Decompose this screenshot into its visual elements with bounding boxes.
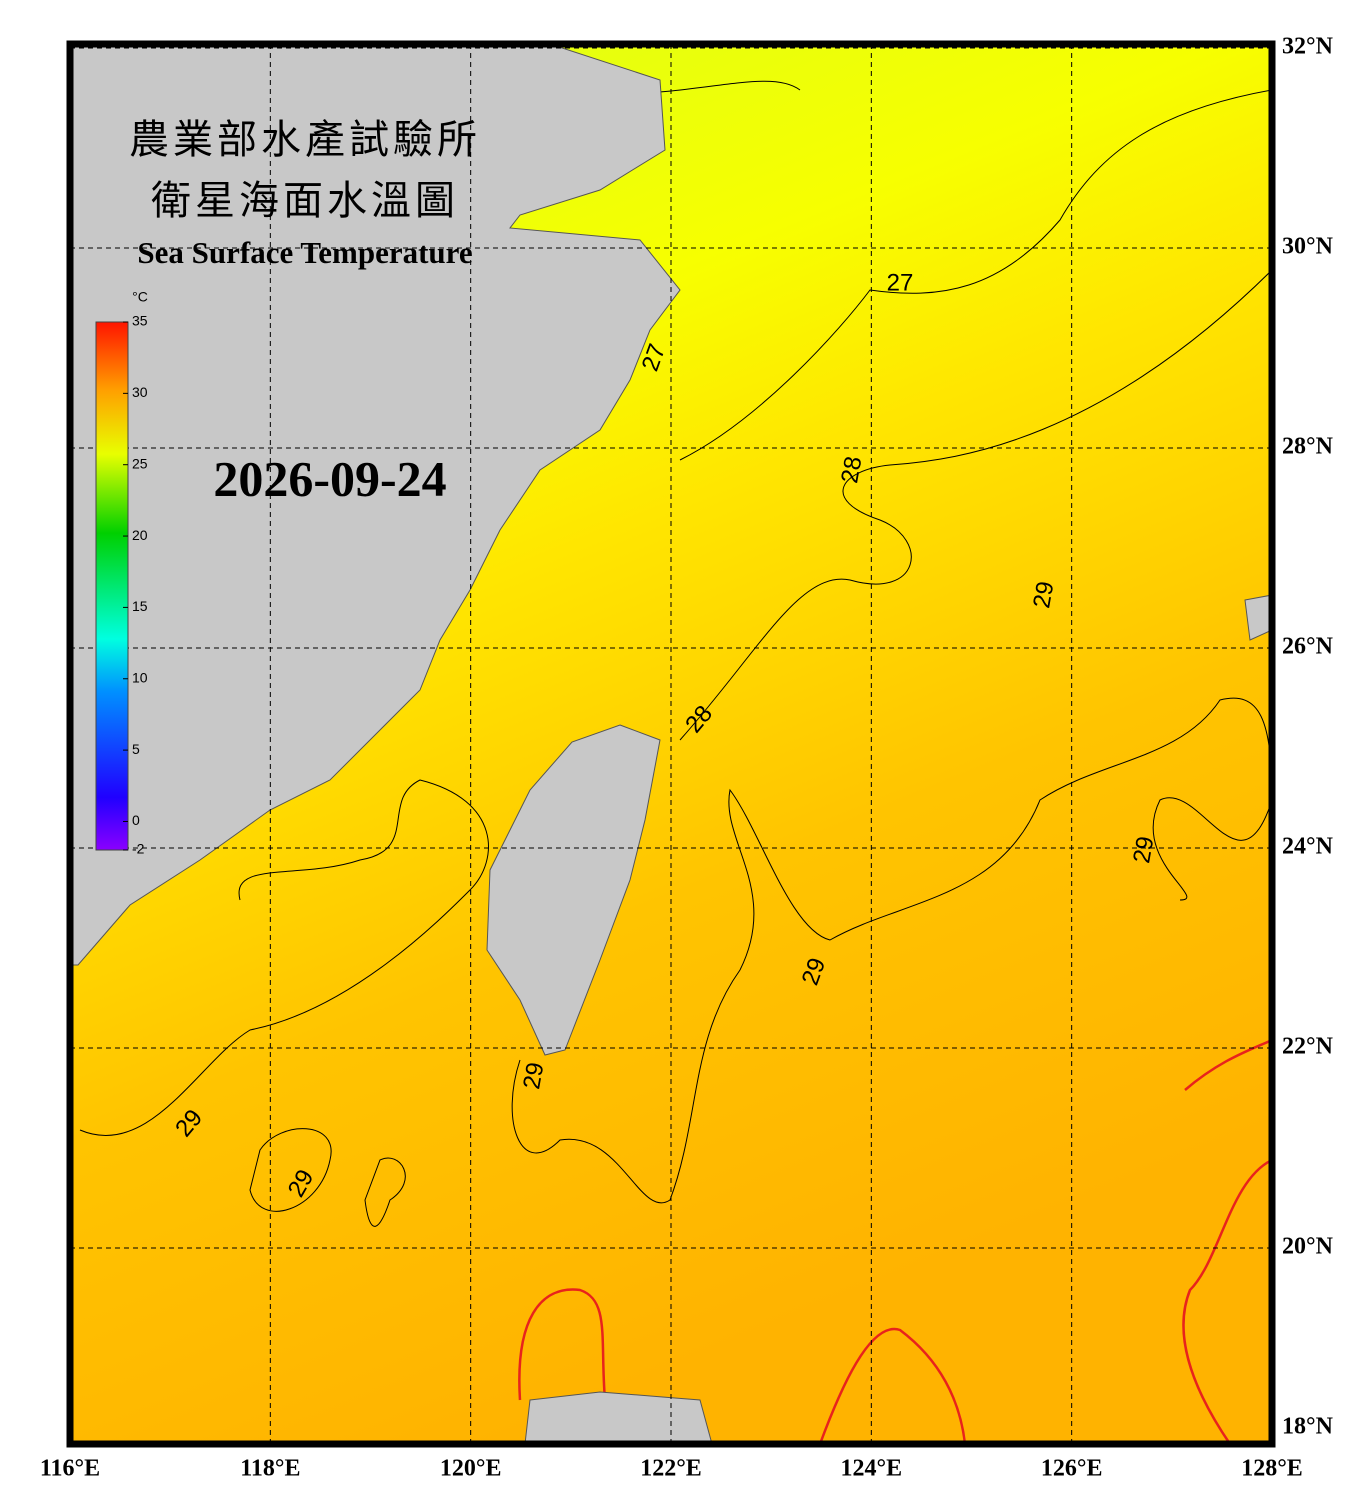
y-tick-label: 30°N bbox=[1282, 234, 1334, 260]
axes: 116°E 118°E 120°E 122°E 124°E 126°E 128°E 18°N 2… bbox=[40, 34, 1334, 1482]
y-tick-label: 28°N bbox=[1282, 434, 1334, 460]
colorbar-unit: °C bbox=[132, 289, 148, 305]
contour-label: 29 bbox=[1028, 579, 1059, 610]
contour-label: 29 bbox=[1128, 834, 1159, 865]
y-tick-label: 32°N bbox=[1282, 34, 1334, 60]
isotherm-30 bbox=[818, 1327, 967, 1444]
colorbar-tick-label: 20 bbox=[132, 527, 148, 543]
okinawa bbox=[1244, 594, 1272, 641]
date: 2026-09-24 bbox=[213, 450, 446, 506]
y-tick-label: 18°N bbox=[1282, 1414, 1334, 1440]
title: 衛星海面水溫圖 bbox=[151, 178, 459, 223]
graticule bbox=[70, 44, 1272, 1444]
contour-label: 28 bbox=[836, 454, 867, 485]
colorbar-tick-label: 35 bbox=[132, 313, 148, 329]
luzon bbox=[524, 1391, 713, 1444]
colorbar-tick-label: 25 bbox=[132, 455, 148, 471]
contour-label: 27 bbox=[887, 269, 914, 296]
isotherm-28 bbox=[679, 269, 1272, 741]
colorbar-tick-label: 15 bbox=[132, 598, 148, 614]
y-tick-label: 24°N bbox=[1282, 834, 1334, 860]
isotherm-30 bbox=[518, 1288, 607, 1401]
mainland-china bbox=[70, 44, 681, 966]
colorbar-ticks: 35 30 25 20 15 10 5 0 -2 bbox=[123, 313, 148, 857]
taiwan bbox=[486, 724, 661, 1056]
x-tick-label: 128°E bbox=[1241, 1456, 1303, 1482]
x-tick-label: 122°E bbox=[640, 1456, 702, 1482]
y-tick-label: 20°N bbox=[1282, 1234, 1334, 1260]
colorbar-tick-label: 5 bbox=[132, 741, 140, 757]
subtitle: Sea Surface Temperature bbox=[137, 235, 472, 270]
title: 農業部水產試驗所 bbox=[129, 117, 481, 162]
x-tick-label: 124°E bbox=[841, 1456, 903, 1482]
isotherm-29 bbox=[249, 1128, 406, 1227]
frame bbox=[66, 40, 1276, 1448]
isotherm-30 bbox=[1182, 1038, 1272, 1444]
colorbar-tick-label: 10 bbox=[132, 669, 148, 685]
x-tick-label: 116°E bbox=[40, 1456, 100, 1482]
colorbar-tick-label: -2 bbox=[132, 841, 145, 857]
colorbar-tick-label: 0 bbox=[132, 812, 140, 828]
isotherm-29 bbox=[79, 697, 1272, 1204]
colorbar-tick-label: 30 bbox=[132, 384, 148, 400]
y-tick-label: 26°N bbox=[1282, 634, 1334, 660]
contour-label: 29 bbox=[518, 1060, 549, 1091]
colorbar bbox=[95, 321, 129, 851]
y-tick-label: 22°N bbox=[1282, 1034, 1334, 1060]
x-tick-label: 118°E bbox=[240, 1456, 300, 1482]
x-tick-label: 126°E bbox=[1041, 1456, 1103, 1482]
x-tick-label: 120°E bbox=[440, 1456, 502, 1482]
